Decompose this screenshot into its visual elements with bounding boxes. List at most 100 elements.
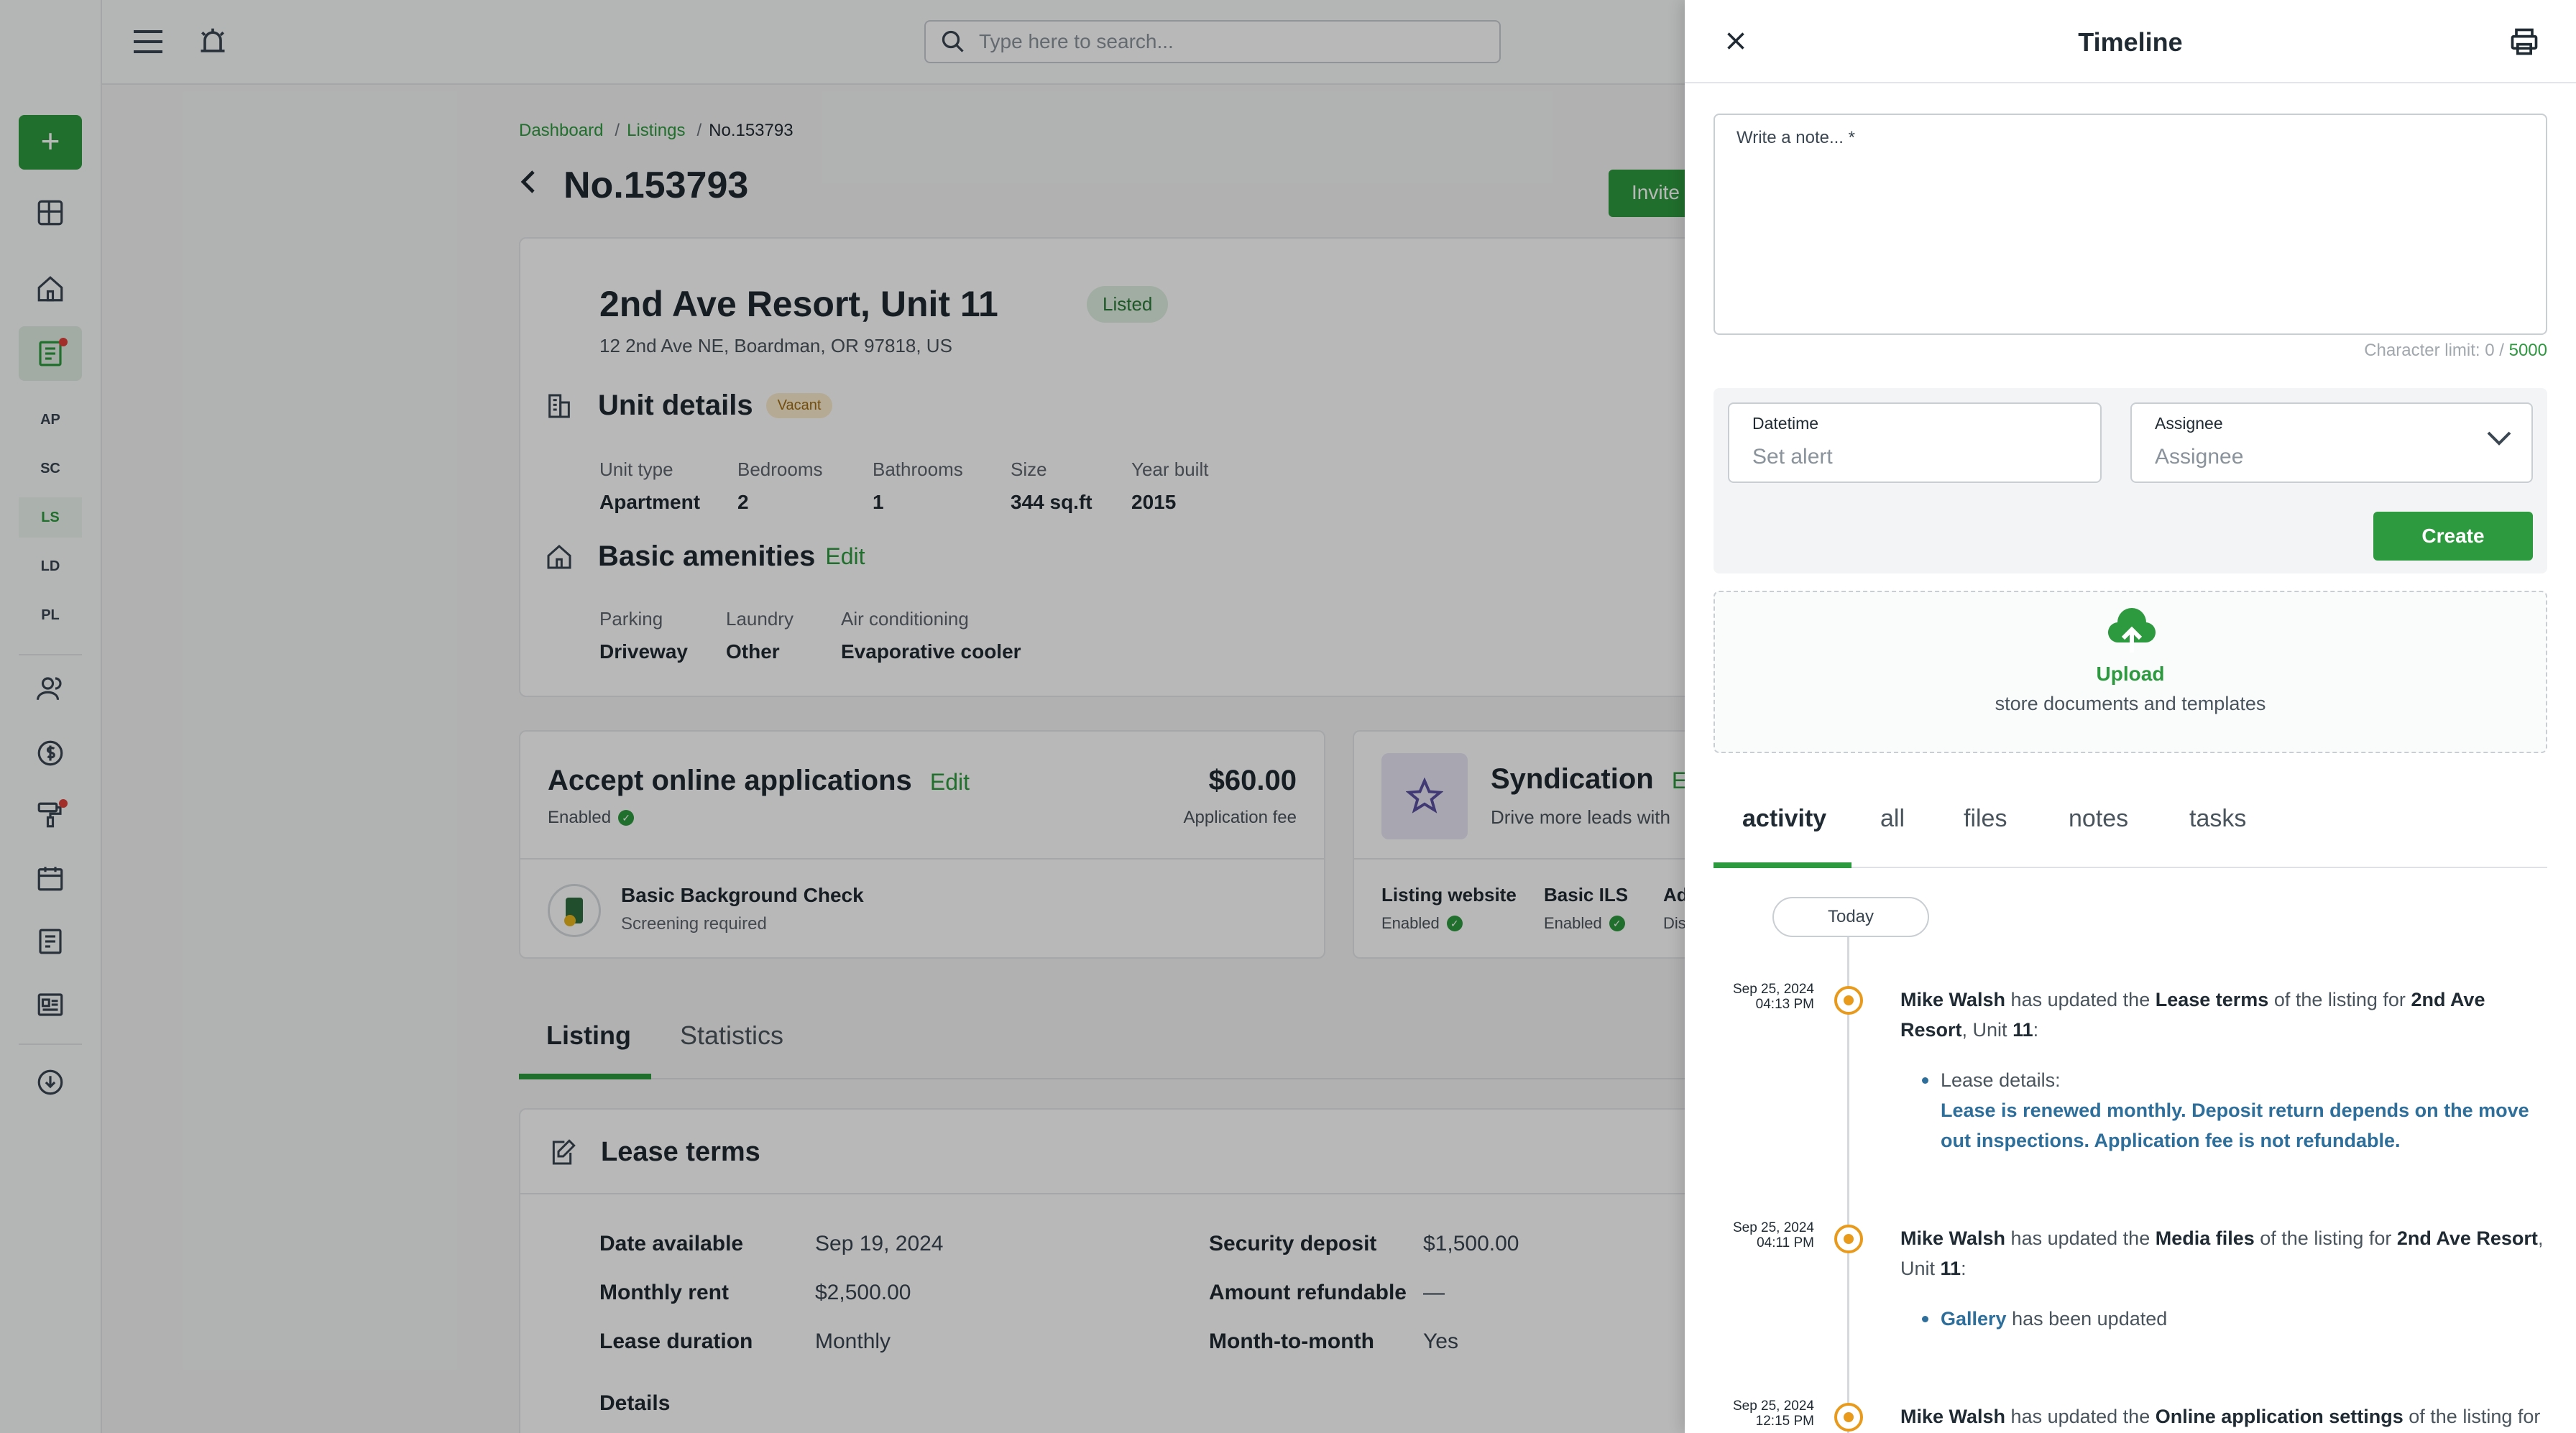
home-icon xyxy=(37,276,63,302)
event-action: has updated the xyxy=(2005,1227,2156,1249)
tab-all[interactable]: all xyxy=(1880,805,1905,832)
syndication-logo xyxy=(1381,753,1468,839)
modal-backdrop[interactable] xyxy=(0,0,1685,1433)
tab-tasks[interactable]: tasks xyxy=(2189,805,2247,832)
month-to-month-value: Yes xyxy=(1423,1330,1458,1353)
ad-status: Dis xyxy=(1663,914,1686,932)
upload-dropzone[interactable]: Upload store documents and templates xyxy=(1714,591,2547,753)
status-text: Enabled xyxy=(1544,914,1602,932)
ad-label: Ad xyxy=(1663,884,1688,906)
notifications-button[interactable] xyxy=(193,22,233,62)
tab-statistics[interactable]: Statistics xyxy=(680,1020,784,1050)
breadcrumb-dashboard[interactable]: Dashboard xyxy=(519,121,604,140)
finance-nav[interactable] xyxy=(19,726,82,780)
field-label: Year built xyxy=(1131,459,1209,480)
field-value: Apartment xyxy=(599,491,701,513)
upload-title: Upload xyxy=(2096,663,2165,685)
timeline-dot xyxy=(1834,1225,1863,1253)
nav-ls[interactable]: LS xyxy=(19,497,82,538)
listings-nav[interactable] xyxy=(19,326,82,381)
event-mid: of the listing for xyxy=(2403,1406,2541,1427)
paint-roller-icon xyxy=(37,802,62,828)
nav-ld[interactable]: LD xyxy=(40,558,60,574)
chevron-left-icon xyxy=(520,170,535,193)
printer-icon xyxy=(2511,28,2538,55)
amenities-title: Basic amenities xyxy=(598,540,816,572)
divider xyxy=(1354,858,1754,860)
document-icon xyxy=(39,929,62,954)
bedrooms-field: Bedrooms 2 xyxy=(737,459,823,514)
menu-button[interactable] xyxy=(128,22,168,62)
event-date: Sep 25, 2024 xyxy=(1732,1399,1814,1414)
event-actor[interactable]: Mike Walsh xyxy=(1900,1406,2006,1427)
home-nav[interactable] xyxy=(19,262,82,316)
note-input[interactable] xyxy=(1715,115,2546,333)
print-button[interactable] xyxy=(2506,23,2543,60)
create-button[interactable]: Create xyxy=(2373,512,2533,561)
event-mid: of the listing for xyxy=(2254,1227,2397,1249)
bathrooms-field: Bathrooms 1 xyxy=(873,459,963,514)
nav-sc[interactable]: SC xyxy=(40,461,60,476)
applications-status: Enabled ✓ xyxy=(548,808,635,828)
download-nav[interactable] xyxy=(19,1055,82,1110)
screening-badge-icon xyxy=(564,898,583,926)
event-detail-key: Gallery xyxy=(1941,1308,2007,1330)
month-to-month-label: Month-to-month xyxy=(1209,1330,1374,1353)
laundry-field: Laundry Other xyxy=(726,608,794,663)
event-text: Mike Walsh has updated the Media files o… xyxy=(1900,1223,2547,1284)
timeline-drawer: Timeline Character limit: 0 / 5000 Datet… xyxy=(1685,0,2576,1433)
character-limit: Character limit: 0 / 5000 xyxy=(2364,341,2547,361)
lease-terms-card: Lease terms Date available Sep 19, 2024 … xyxy=(519,1108,1741,1433)
maintenance-nav[interactable] xyxy=(19,788,82,842)
breadcrumb-listings[interactable]: Listings xyxy=(627,121,686,140)
datetime-field[interactable]: Datetime Set alert xyxy=(1728,402,2102,483)
people-nav[interactable] xyxy=(19,661,82,716)
documents-nav[interactable] xyxy=(19,914,82,969)
unit-type-field: Unit type Apartment xyxy=(599,459,700,514)
timeline-dot xyxy=(1834,986,1863,1015)
tab-listing[interactable]: Listing xyxy=(546,1020,631,1050)
event-detail-value: Lease is renewed monthly. Deposit return… xyxy=(1941,1100,2529,1151)
nav-ap[interactable]: AP xyxy=(40,412,60,428)
field-label: Bedrooms xyxy=(737,459,823,480)
close-button[interactable] xyxy=(1718,23,1754,59)
field-value: 1 xyxy=(873,491,884,513)
search-input[interactable] xyxy=(979,30,1482,53)
event-time: 04:13 PM xyxy=(1755,997,1814,1012)
event-actor[interactable]: Mike Walsh xyxy=(1900,989,2006,1010)
amount-refundable-label: Amount refundable xyxy=(1209,1281,1407,1304)
field-value: Driveway xyxy=(599,640,688,663)
tab-activity[interactable]: activity xyxy=(1742,805,1827,832)
tab-notes[interactable]: notes xyxy=(2069,805,2129,832)
menu-icon xyxy=(134,30,162,53)
nav-pl[interactable]: PL xyxy=(41,607,60,623)
reports-nav[interactable] xyxy=(19,977,82,1032)
event-actor[interactable]: Mike Walsh xyxy=(1900,1227,2006,1249)
details-label: Details xyxy=(599,1391,671,1415)
screening-logo xyxy=(548,884,601,937)
drawer-title: Timeline xyxy=(2078,27,2183,57)
edit-amenities-link[interactable]: Edit xyxy=(825,543,865,569)
note-field[interactable] xyxy=(1714,114,2547,335)
search-bar[interactable] xyxy=(924,20,1501,63)
people-icon xyxy=(36,677,62,700)
timeline-tabs: activity all files notes tasks xyxy=(1714,782,2547,868)
calendar-nav[interactable] xyxy=(19,851,82,906)
event-object: Online application settings xyxy=(2155,1406,2404,1427)
listing-website-label: Listing website xyxy=(1381,884,1517,906)
field-label: Air conditioning xyxy=(841,608,969,630)
event-detail-value: has been updated xyxy=(2006,1308,2168,1330)
property-address: 12 2nd Ave NE, Boardman, OR 97818, US xyxy=(599,335,952,356)
field-value: Other xyxy=(726,640,780,663)
back-button[interactable] xyxy=(519,169,536,202)
tab-files[interactable]: files xyxy=(1964,805,2007,832)
breadcrumb: Dashboard / Listings / No.153793 xyxy=(519,121,798,141)
dashboard-nav[interactable] xyxy=(19,185,82,240)
assignee-select[interactable]: Assignee Assignee xyxy=(2130,402,2533,483)
upload-subtitle: store documents and templates xyxy=(1995,693,2266,714)
status-text: Enabled xyxy=(548,808,612,827)
field-label: Parking xyxy=(599,608,663,630)
add-button[interactable]: + xyxy=(19,115,82,170)
listing-icon xyxy=(39,341,62,367)
edit-applications-link[interactable]: Edit xyxy=(929,769,970,795)
